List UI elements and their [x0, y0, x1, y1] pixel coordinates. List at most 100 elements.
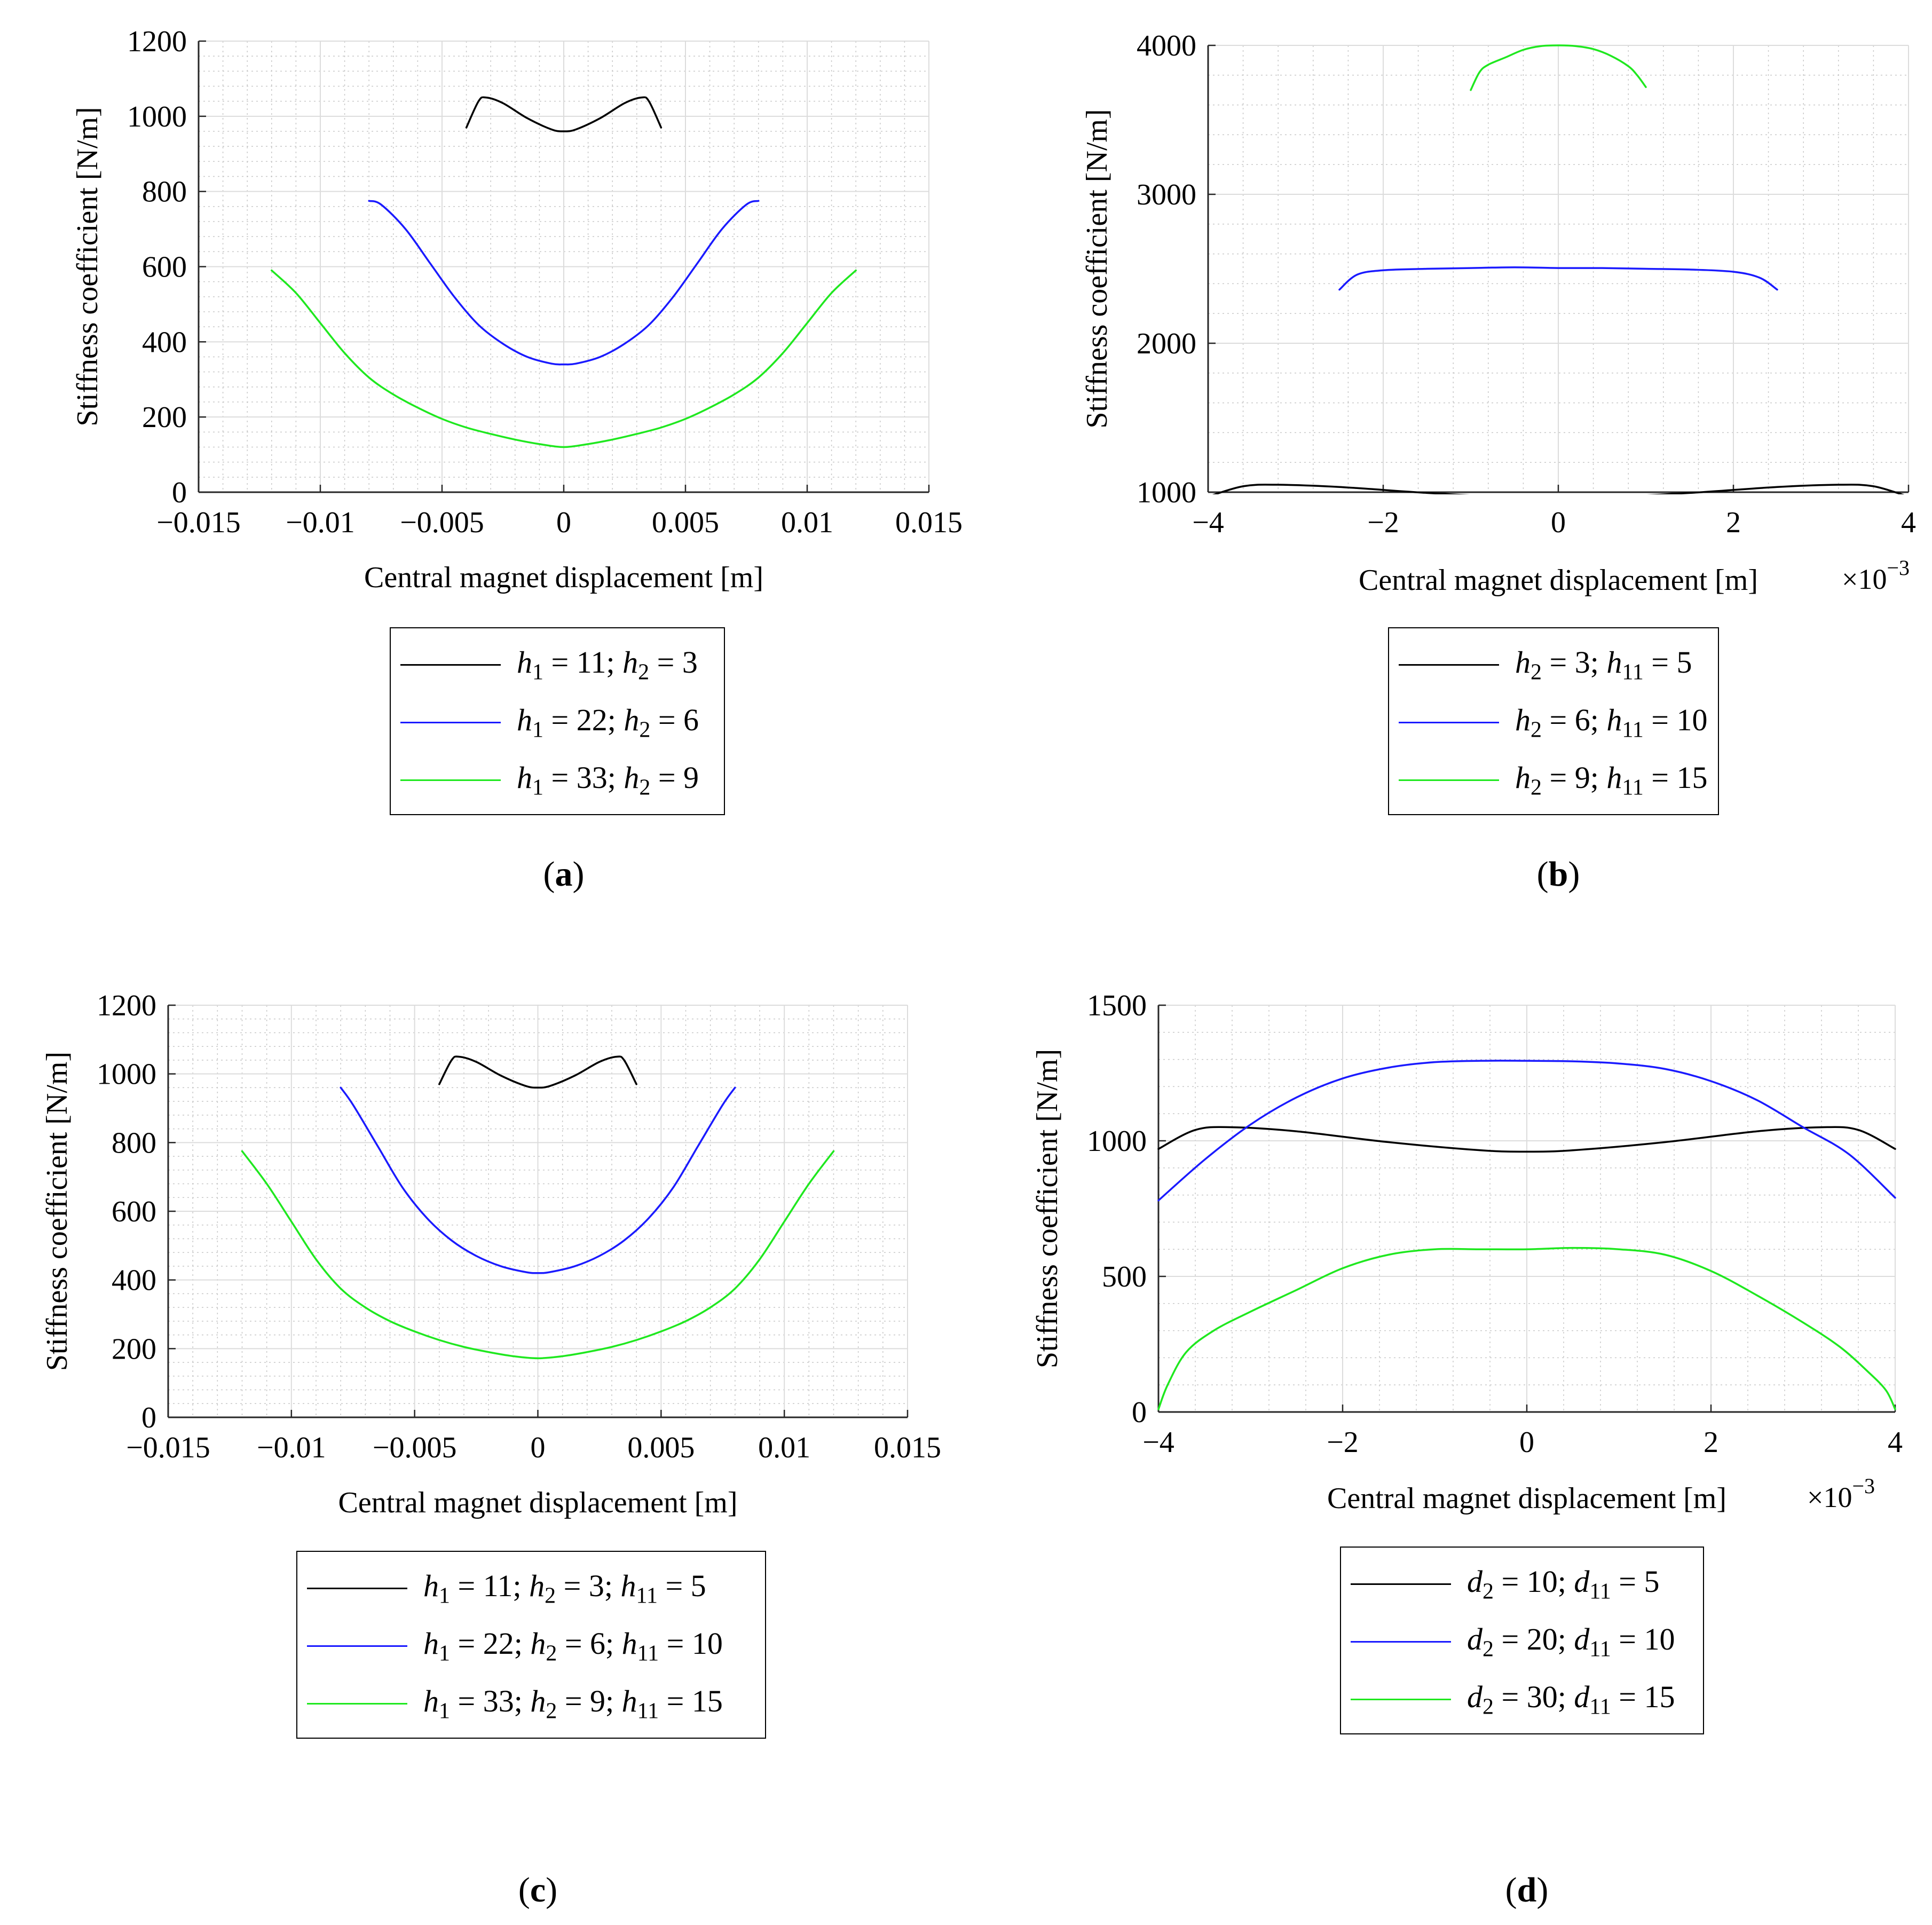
legend-subscript: 11 [1589, 1694, 1611, 1719]
legend-swatch-green [1399, 779, 1499, 781]
legend-var: d [1574, 1679, 1590, 1714]
legend-swatch-black [400, 664, 501, 666]
x-tick-label: −0.01 [286, 506, 355, 539]
legend-subscript: 11 [637, 1699, 659, 1724]
x-tick-label: 0 [531, 1431, 546, 1464]
y-tick-label: 2000 [1137, 327, 1196, 360]
x-tick-label: 0.005 [627, 1431, 695, 1464]
legend-label: h1 = 22; h2 = 6; h11 = 10 [423, 1626, 723, 1667]
legend-subscript: 2 [639, 775, 651, 800]
legend-subscript: 2 [638, 660, 650, 685]
legend-label: h1 = 11; h2 = 3 [517, 644, 698, 685]
legend-value: = 15 [1611, 1679, 1675, 1714]
legend-subscript: 1 [532, 660, 543, 685]
y-tick-label: 1000 [1137, 476, 1196, 509]
legend-label: h1 = 33; h2 = 9; h11 = 15 [423, 1683, 723, 1724]
legend-entry: h2 = 9; h11 = 15 [1399, 751, 1708, 809]
x-tick-label: 0 [1551, 506, 1566, 539]
legend-label: d2 = 20; d11 = 10 [1467, 1621, 1675, 1662]
legend-value: = 6; [557, 1626, 622, 1661]
legend-value: = 11; [543, 644, 623, 680]
caption-letter: b [1548, 855, 1568, 894]
legend-var: h [624, 760, 640, 795]
legend-value: = 5 [657, 1568, 706, 1603]
legend-value: = 5 [1611, 1564, 1660, 1599]
y-tick-label: 200 [142, 401, 187, 434]
x-tick-label: 0.005 [652, 506, 719, 539]
legend-var: h [1515, 760, 1531, 795]
legend-subscript: 11 [1622, 717, 1644, 743]
legend-value: = 10 [1611, 1621, 1675, 1656]
series-line-black [465, 96, 663, 132]
y-tick-label: 1200 [127, 25, 187, 58]
x-axis-label: Central magnet displacement [m] [1327, 1482, 1726, 1515]
x-tick-label: −0.01 [257, 1431, 326, 1464]
legend-var: d [1574, 1564, 1590, 1599]
legend-subscript: 2 [639, 717, 651, 743]
chart-svg-c: −0.015 −0.01 −0.005 0 0.005 0.01 0.015 0 200 400 6… [41, 989, 941, 1519]
legend-swatch-black [1399, 664, 1499, 666]
legend-subscript: 11 [636, 1583, 658, 1608]
legend-subscript: 2 [1482, 1637, 1494, 1662]
chart-panel-a: −0.015 −0.01 −0.005 0 0.005 0.01 0.015 0 200 400 6… [0, 0, 966, 962]
legend-label: d2 = 10; d11 = 5 [1467, 1564, 1660, 1605]
legend-var: h [1515, 644, 1531, 680]
y-tick-label: 600 [112, 1195, 156, 1228]
legend-entry: h1 = 22; h2 = 6 [400, 693, 714, 751]
legend-entry: d2 = 30; d11 = 15 [1351, 1670, 1693, 1728]
legend-var: h [1606, 644, 1622, 680]
legend-swatch-blue [1399, 721, 1499, 723]
series-line-blue [1157, 1060, 1896, 1202]
chart-svg-a: −0.015 −0.01 −0.005 0 0.005 0.01 0.015 0 200 400 6… [71, 25, 963, 594]
legend-value: = 10 [1643, 702, 1708, 737]
legend-entry: h1 = 11; h2 = 3 [400, 636, 714, 693]
x-axis-exponent-power: −3 [1887, 556, 1910, 580]
series-line-black [1212, 484, 1905, 494]
legend-label: h1 = 33; h2 = 9 [517, 760, 699, 801]
legend-label: h2 = 9; h11 = 15 [1515, 760, 1708, 801]
legend-swatch-green [400, 779, 501, 781]
chart-panel-b: −4 −2 0 2 4 1000 2000 3000 4000 Central magnet di… [966, 0, 1932, 962]
legend-subscript: 2 [1531, 775, 1542, 800]
legend-value: = 6 [650, 702, 699, 737]
legend-subscript: 2 [1531, 660, 1542, 685]
y-tick-label: 0 [1132, 1396, 1147, 1429]
legend-value: = 11; [450, 1568, 530, 1603]
x-tick-label: −4 [1142, 1426, 1174, 1459]
legend-subscript: 1 [439, 1699, 450, 1724]
legend-value: = 15 [659, 1683, 723, 1718]
legend-label: h2 = 6; h11 = 10 [1515, 702, 1708, 743]
x-axis-exponent-power: −3 [1852, 1474, 1875, 1498]
series-line-green [241, 1150, 835, 1360]
legend-var: h [530, 1683, 546, 1718]
x-tick-label: −0.005 [373, 1431, 457, 1464]
legend: h1 = 11; h2 = 3 h1 = 22; h2 = 6 h1 = 33; h… [390, 627, 725, 815]
y-tick-label: 400 [112, 1264, 156, 1297]
legend-var: h [621, 1683, 637, 1718]
legend-value: = 9; [1542, 760, 1607, 795]
legend-label: h1 = 22; h2 = 6 [517, 702, 699, 743]
series-line-blue [368, 200, 760, 366]
x-tick-label: −0.015 [126, 1431, 210, 1464]
x-tick-label: 0 [1519, 1426, 1534, 1459]
legend-entry: h2 = 3; h11 = 5 [1399, 636, 1708, 693]
chart-panel-c: −0.015 −0.01 −0.005 0 0.005 0.01 0.015 0 200 400 6… [0, 962, 966, 1925]
legend-subscript: 11 [637, 1641, 659, 1666]
y-tick-label: 3000 [1137, 178, 1196, 211]
figure-caption: (d) [1505, 1871, 1549, 1910]
x-tick-label: 2 [1704, 1426, 1718, 1459]
y-axis-label: Stiffness coefficient [N/m] [1081, 109, 1114, 428]
y-tick-label: 800 [142, 176, 187, 209]
y-tick-label: 200 [112, 1332, 156, 1366]
legend-var: h [517, 702, 532, 737]
figure-caption: (b) [1536, 855, 1580, 894]
legend-entry: h1 = 33; h2 = 9 [400, 751, 714, 809]
legend-label: d2 = 30; d11 = 15 [1467, 1679, 1675, 1720]
legend-entry: d2 = 10; d11 = 5 [1351, 1555, 1693, 1613]
legend-subscript: 1 [532, 717, 543, 743]
series-line-black [438, 1055, 637, 1089]
y-tick-label: 1000 [1087, 1125, 1147, 1158]
series-line-green [1470, 44, 1647, 91]
legend-entry: h2 = 6; h11 = 10 [1399, 693, 1708, 751]
legend-value: = 6; [1542, 702, 1607, 737]
